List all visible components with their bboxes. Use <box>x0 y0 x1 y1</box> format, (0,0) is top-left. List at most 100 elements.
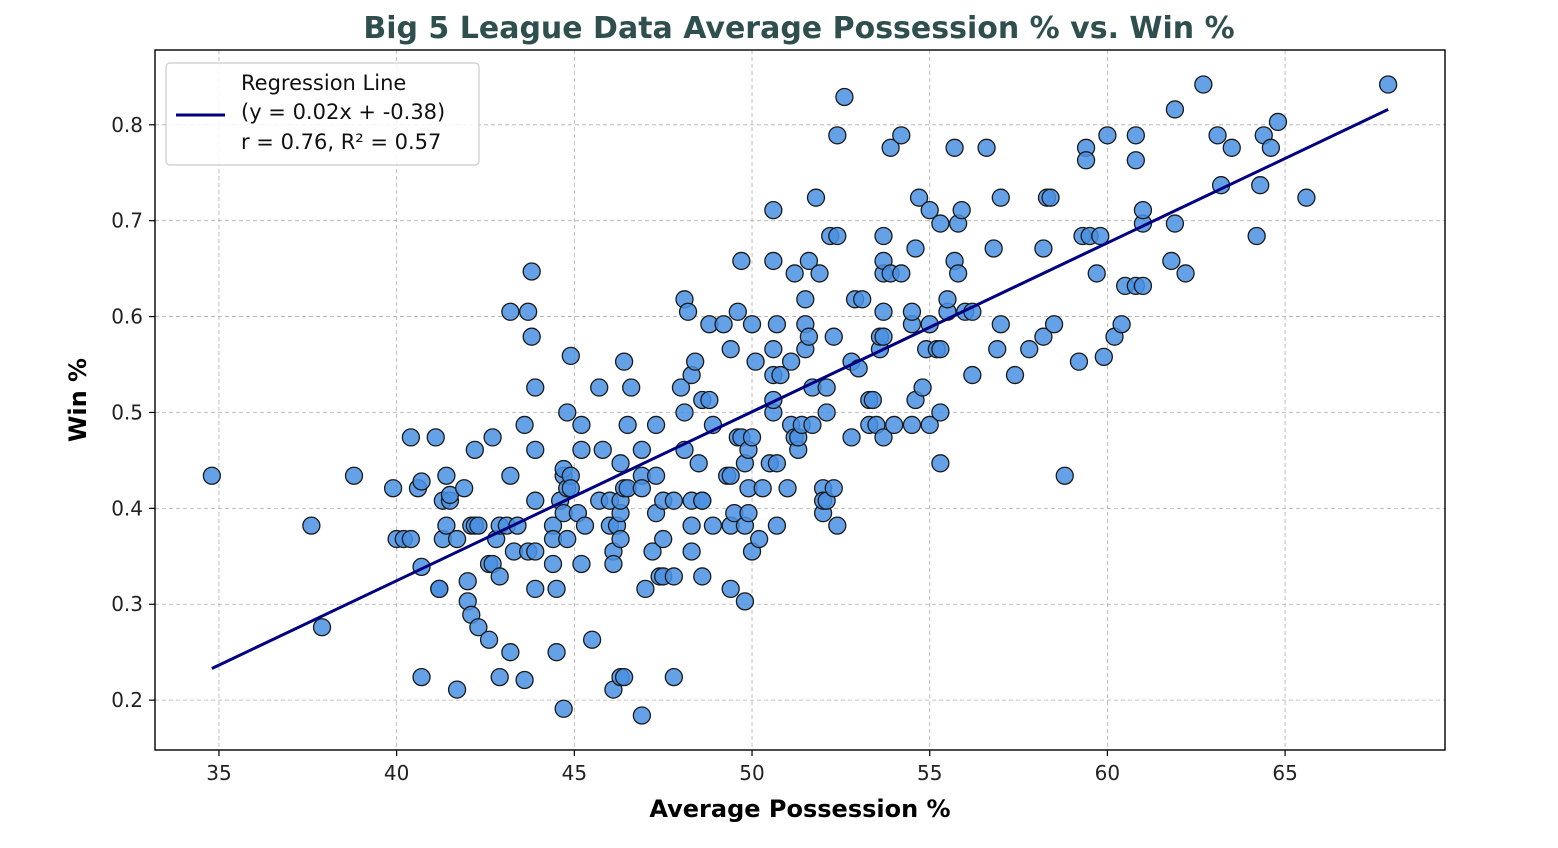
scatter-point <box>202 466 222 485</box>
scatter-point <box>732 251 751 271</box>
scatter-point <box>1034 239 1053 258</box>
x-tick-label: 35 <box>206 761 231 785</box>
scatter-point <box>991 315 1010 334</box>
scatter-point <box>920 200 939 220</box>
scatter-point <box>458 572 477 591</box>
scatter-point <box>885 415 904 435</box>
scatter-point <box>593 440 612 460</box>
scatter-point <box>721 340 740 359</box>
y-tick-label: 0.3 <box>111 592 143 616</box>
scatter-point <box>611 454 630 473</box>
scatter-point <box>1378 75 1398 94</box>
scatter-point <box>874 226 893 246</box>
scatter-point <box>810 264 829 283</box>
scatter-point <box>515 415 534 435</box>
scatter-point <box>614 667 634 687</box>
scatter-point <box>654 529 673 549</box>
scatter-point <box>853 290 872 309</box>
scatter-point <box>572 554 591 574</box>
scatter-point <box>426 428 445 447</box>
scatter-point <box>604 554 623 574</box>
scatter-point <box>526 378 545 397</box>
scatter-point <box>383 479 403 498</box>
scatter-point <box>455 479 474 498</box>
y-tick-label: 0.4 <box>111 496 143 520</box>
legend-label-line-3: r = 0.76, R² = 0.57 <box>241 130 441 154</box>
scatter-point <box>543 554 563 574</box>
x-axis-ticks: 35 40 45 50 55 60 65 <box>206 750 1298 785</box>
legend-label-line-2: (y = 0.02x + -0.38) <box>241 100 445 124</box>
points-layer <box>202 75 1398 725</box>
scatter-point <box>828 516 847 535</box>
scatter-point <box>931 340 950 359</box>
scatter-point <box>803 415 822 435</box>
scatter-point <box>703 516 723 535</box>
scatter-point <box>764 251 783 271</box>
scatter-point <box>764 200 783 220</box>
scatter-point <box>664 667 683 687</box>
scatter-point <box>678 302 698 321</box>
scatter-point <box>767 315 787 334</box>
scatter-point <box>874 327 893 346</box>
scatter-point <box>558 529 577 549</box>
y-axis-label: Win % <box>64 358 92 442</box>
scatter-point <box>664 567 683 586</box>
scatter-point <box>824 327 843 346</box>
scatter-point <box>1041 188 1060 207</box>
scatter-point <box>1133 200 1153 220</box>
scatter-point <box>547 643 566 662</box>
scatter-point <box>447 680 467 699</box>
scatter-point <box>828 126 847 145</box>
scatter-point <box>796 290 815 309</box>
y-tick-label: 0.7 <box>111 209 143 233</box>
scatter-point <box>664 491 683 510</box>
scatter-point <box>984 239 1003 258</box>
chart-title: Big 5 League Data Average Possession % v… <box>363 11 1234 46</box>
y-tick-label: 0.6 <box>111 305 143 329</box>
y-tick-label: 0.2 <box>111 688 143 712</box>
scatter-point <box>1268 112 1288 132</box>
scatter-point <box>977 138 996 157</box>
scatter-point <box>1208 126 1227 145</box>
x-tick-label: 40 <box>384 761 409 785</box>
scatter-point <box>778 479 797 498</box>
scatter-point <box>501 302 520 321</box>
legend-label-line-1: Regression Line <box>241 71 406 95</box>
scatter-point <box>1087 264 1106 283</box>
scatter-point <box>817 403 836 422</box>
scatter-point <box>771 365 790 385</box>
scatter-point <box>636 579 655 599</box>
scatter-point <box>675 403 694 422</box>
scatter-point <box>412 472 431 491</box>
scatter-point <box>963 365 982 385</box>
plot-frame <box>154 49 1446 751</box>
scatter-point <box>874 428 893 447</box>
scatter-point <box>344 466 364 485</box>
scatter-point <box>401 428 421 447</box>
scatter-point <box>952 200 971 220</box>
scatter-point <box>988 340 1007 359</box>
scatter-point <box>483 428 502 447</box>
scatter-point <box>799 327 819 346</box>
scatter-point <box>742 315 762 334</box>
scatter-point <box>721 579 740 599</box>
scatter-point <box>561 346 580 366</box>
scatter-point <box>753 479 772 498</box>
scatter-point <box>1222 138 1241 157</box>
scatter-point <box>526 579 545 599</box>
scatter-point <box>892 126 911 145</box>
regression-line <box>211 108 1389 670</box>
scatter-point <box>693 491 712 510</box>
scatter-point <box>1044 315 1064 334</box>
scatter-point <box>721 466 740 485</box>
scatter-point <box>465 440 484 460</box>
x-tick-label: 60 <box>1095 761 1120 785</box>
scatter-point <box>1247 226 1266 246</box>
scatter-point <box>1091 226 1110 246</box>
scatter-point <box>781 352 801 371</box>
scatter-point <box>806 188 826 207</box>
scatter-point <box>547 579 566 599</box>
scatter-point <box>913 378 932 397</box>
scatter-point <box>1098 126 1117 145</box>
